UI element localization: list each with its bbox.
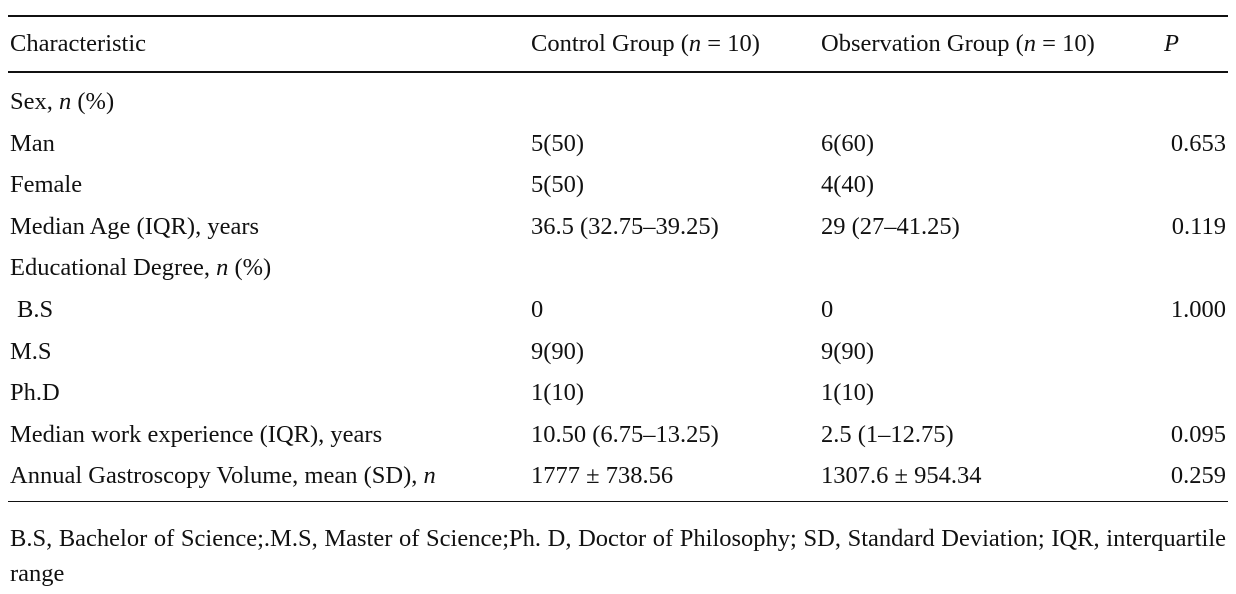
table-row: Man 5(50) 6(60) 0.653 (8, 123, 1228, 165)
table-bottom-rule (8, 500, 1228, 502)
table-row: Female 5(50) 4(40) (8, 164, 1228, 206)
p-value: 0.119 (1171, 212, 1226, 240)
row-label: Annual Gastroscopy Volume, mean (SD), n (10, 462, 436, 490)
row-label: Man (10, 129, 55, 157)
control-value: 0 (531, 295, 544, 323)
p-value: 0.259 (1170, 462, 1226, 490)
header-characteristic: Characteristic (10, 30, 147, 57)
table-row: Educational Degree, n (%) (8, 247, 1228, 289)
control-value: 1777 ± 738.56 (531, 462, 674, 490)
row-label: Ph.D (10, 379, 60, 407)
table-header-rule (8, 71, 1228, 73)
observation-value: 1(10) (821, 379, 875, 407)
control-value: 36.5 (32.75–39.25) (531, 212, 719, 240)
control-value: 1(10) (531, 379, 585, 407)
observation-value: 9(90) (821, 337, 875, 365)
observation-value: 0 (821, 295, 834, 323)
observation-value: 29 (27–41.25) (821, 212, 960, 240)
row-label: M.S (10, 337, 52, 365)
row-label: Educational Degree, n (%) (10, 254, 272, 282)
observation-value: 4(40) (821, 171, 875, 199)
table-footnote: B.S, Bachelor of Science;.M.S, Master of… (10, 525, 1226, 587)
p-value: 0.095 (1170, 420, 1226, 448)
table-body: Sex, n (%) Man 5(50) 6(60) 0.653 Female … (8, 73, 1228, 501)
table-row: M.S 9(90) 9(90) (8, 331, 1228, 373)
row-label: Female (10, 171, 83, 199)
table-header-row: Characteristic Control Group (n = 10) Ob… (8, 17, 1228, 71)
table-row: Annual Gastroscopy Volume, mean (SD), n … (8, 455, 1228, 497)
row-label: B.S (17, 295, 54, 323)
control-value: 5(50) (531, 171, 585, 199)
control-value: 9(90) (531, 337, 585, 365)
row-label: Median work experience (IQR), years (10, 420, 383, 448)
observation-value: 1307.6 ± 954.34 (821, 462, 982, 490)
header-control-group: Control Group (n = 10) (531, 30, 760, 57)
p-value: 0.653 (1170, 129, 1226, 157)
header-p-value: P (1164, 30, 1179, 57)
table-row: Median work experience (IQR), years 10.5… (8, 414, 1228, 456)
row-label: Median Age (IQR), years (10, 212, 260, 240)
table-row: Sex, n (%) (8, 81, 1228, 123)
table-top-rule (8, 15, 1228, 17)
table-row: Median Age (IQR), years 36.5 (32.75–39.2… (8, 206, 1228, 248)
row-label: Sex, n (%) (10, 88, 115, 115)
control-value: 10.50 (6.75–13.25) (531, 420, 719, 448)
table-row: B.S 0 0 1.000 (8, 289, 1228, 331)
table-row: Ph.D 1(10) 1(10) (8, 372, 1228, 414)
observation-value: 2.5 (1–12.75) (821, 420, 954, 448)
p-value: 1.000 (1170, 295, 1226, 323)
control-value: 5(50) (531, 129, 585, 157)
characteristics-table: Characteristic Control Group (n = 10) Ob… (8, 15, 1228, 502)
observation-value: 6(60) (821, 129, 875, 157)
header-observation-group: Observation Group (n = 10) (821, 30, 1095, 57)
